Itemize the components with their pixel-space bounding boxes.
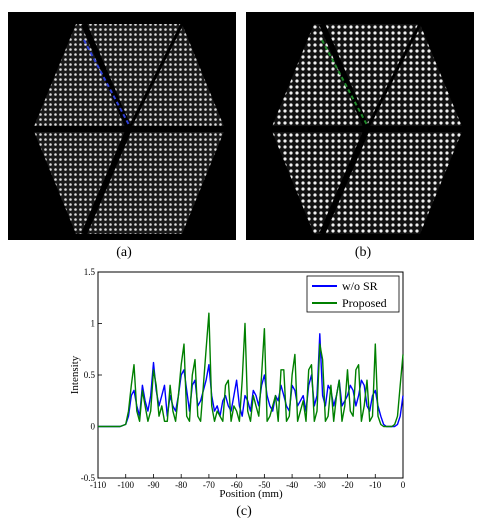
profile-line-b	[321, 39, 368, 126]
hexagon-gap-b4	[365, 23, 422, 130]
x-tick-label: -80	[175, 480, 187, 490]
x-tick-label: -40	[286, 480, 298, 490]
x-tick-label: -100	[117, 480, 134, 490]
hexagon-gap-b2	[319, 127, 370, 236]
y-tick-label: 0	[91, 422, 96, 432]
subfigure-label-b: (b)	[354, 245, 372, 260]
hexagon-image-b	[271, 22, 463, 236]
x-tick-label: -20	[342, 480, 354, 490]
y-tick-label: 1	[91, 319, 96, 329]
x-tick-label: -90	[147, 480, 159, 490]
subfigure-label-a: (a)	[116, 245, 132, 260]
x-tick-label: 0	[401, 480, 406, 490]
legend-label-wo-sr: w/o SR	[342, 279, 378, 293]
image-panel-b	[246, 12, 474, 240]
series-line-proposed	[98, 312, 404, 428]
legend-box	[306, 275, 400, 313]
subfigure-label-c: (c)	[236, 504, 252, 519]
legend: w/o SR Proposed	[306, 275, 400, 313]
legend-label-proposed: Proposed	[342, 296, 387, 310]
x-tick-label: -70	[203, 480, 215, 490]
y-tick-label: 0.5	[84, 370, 96, 380]
x-tick-label: -110	[90, 480, 107, 490]
x-tick-label: -60	[231, 480, 243, 490]
x-tick-label: -50	[258, 480, 270, 490]
y-tick-label: 1.5	[84, 267, 96, 277]
x-axis-label: Position (mm)	[219, 488, 283, 500]
hexagon-image-a	[33, 22, 225, 236]
y-axis-label: Intensity	[69, 355, 81, 394]
y-tick-label: -0.5	[81, 473, 96, 483]
x-tick-label: -10	[369, 480, 381, 490]
profile-line-a	[83, 39, 130, 126]
hexagon-gap-a4	[127, 23, 184, 130]
image-panel-a	[8, 12, 236, 240]
hexagon-gap-a2	[81, 127, 132, 236]
intensity-chart: -110 -100 -90 -80 -70 -60 -50 -40 -30 -20 -10 0-0.5…	[69, 267, 406, 500]
x-tick-label: -30	[314, 480, 326, 490]
